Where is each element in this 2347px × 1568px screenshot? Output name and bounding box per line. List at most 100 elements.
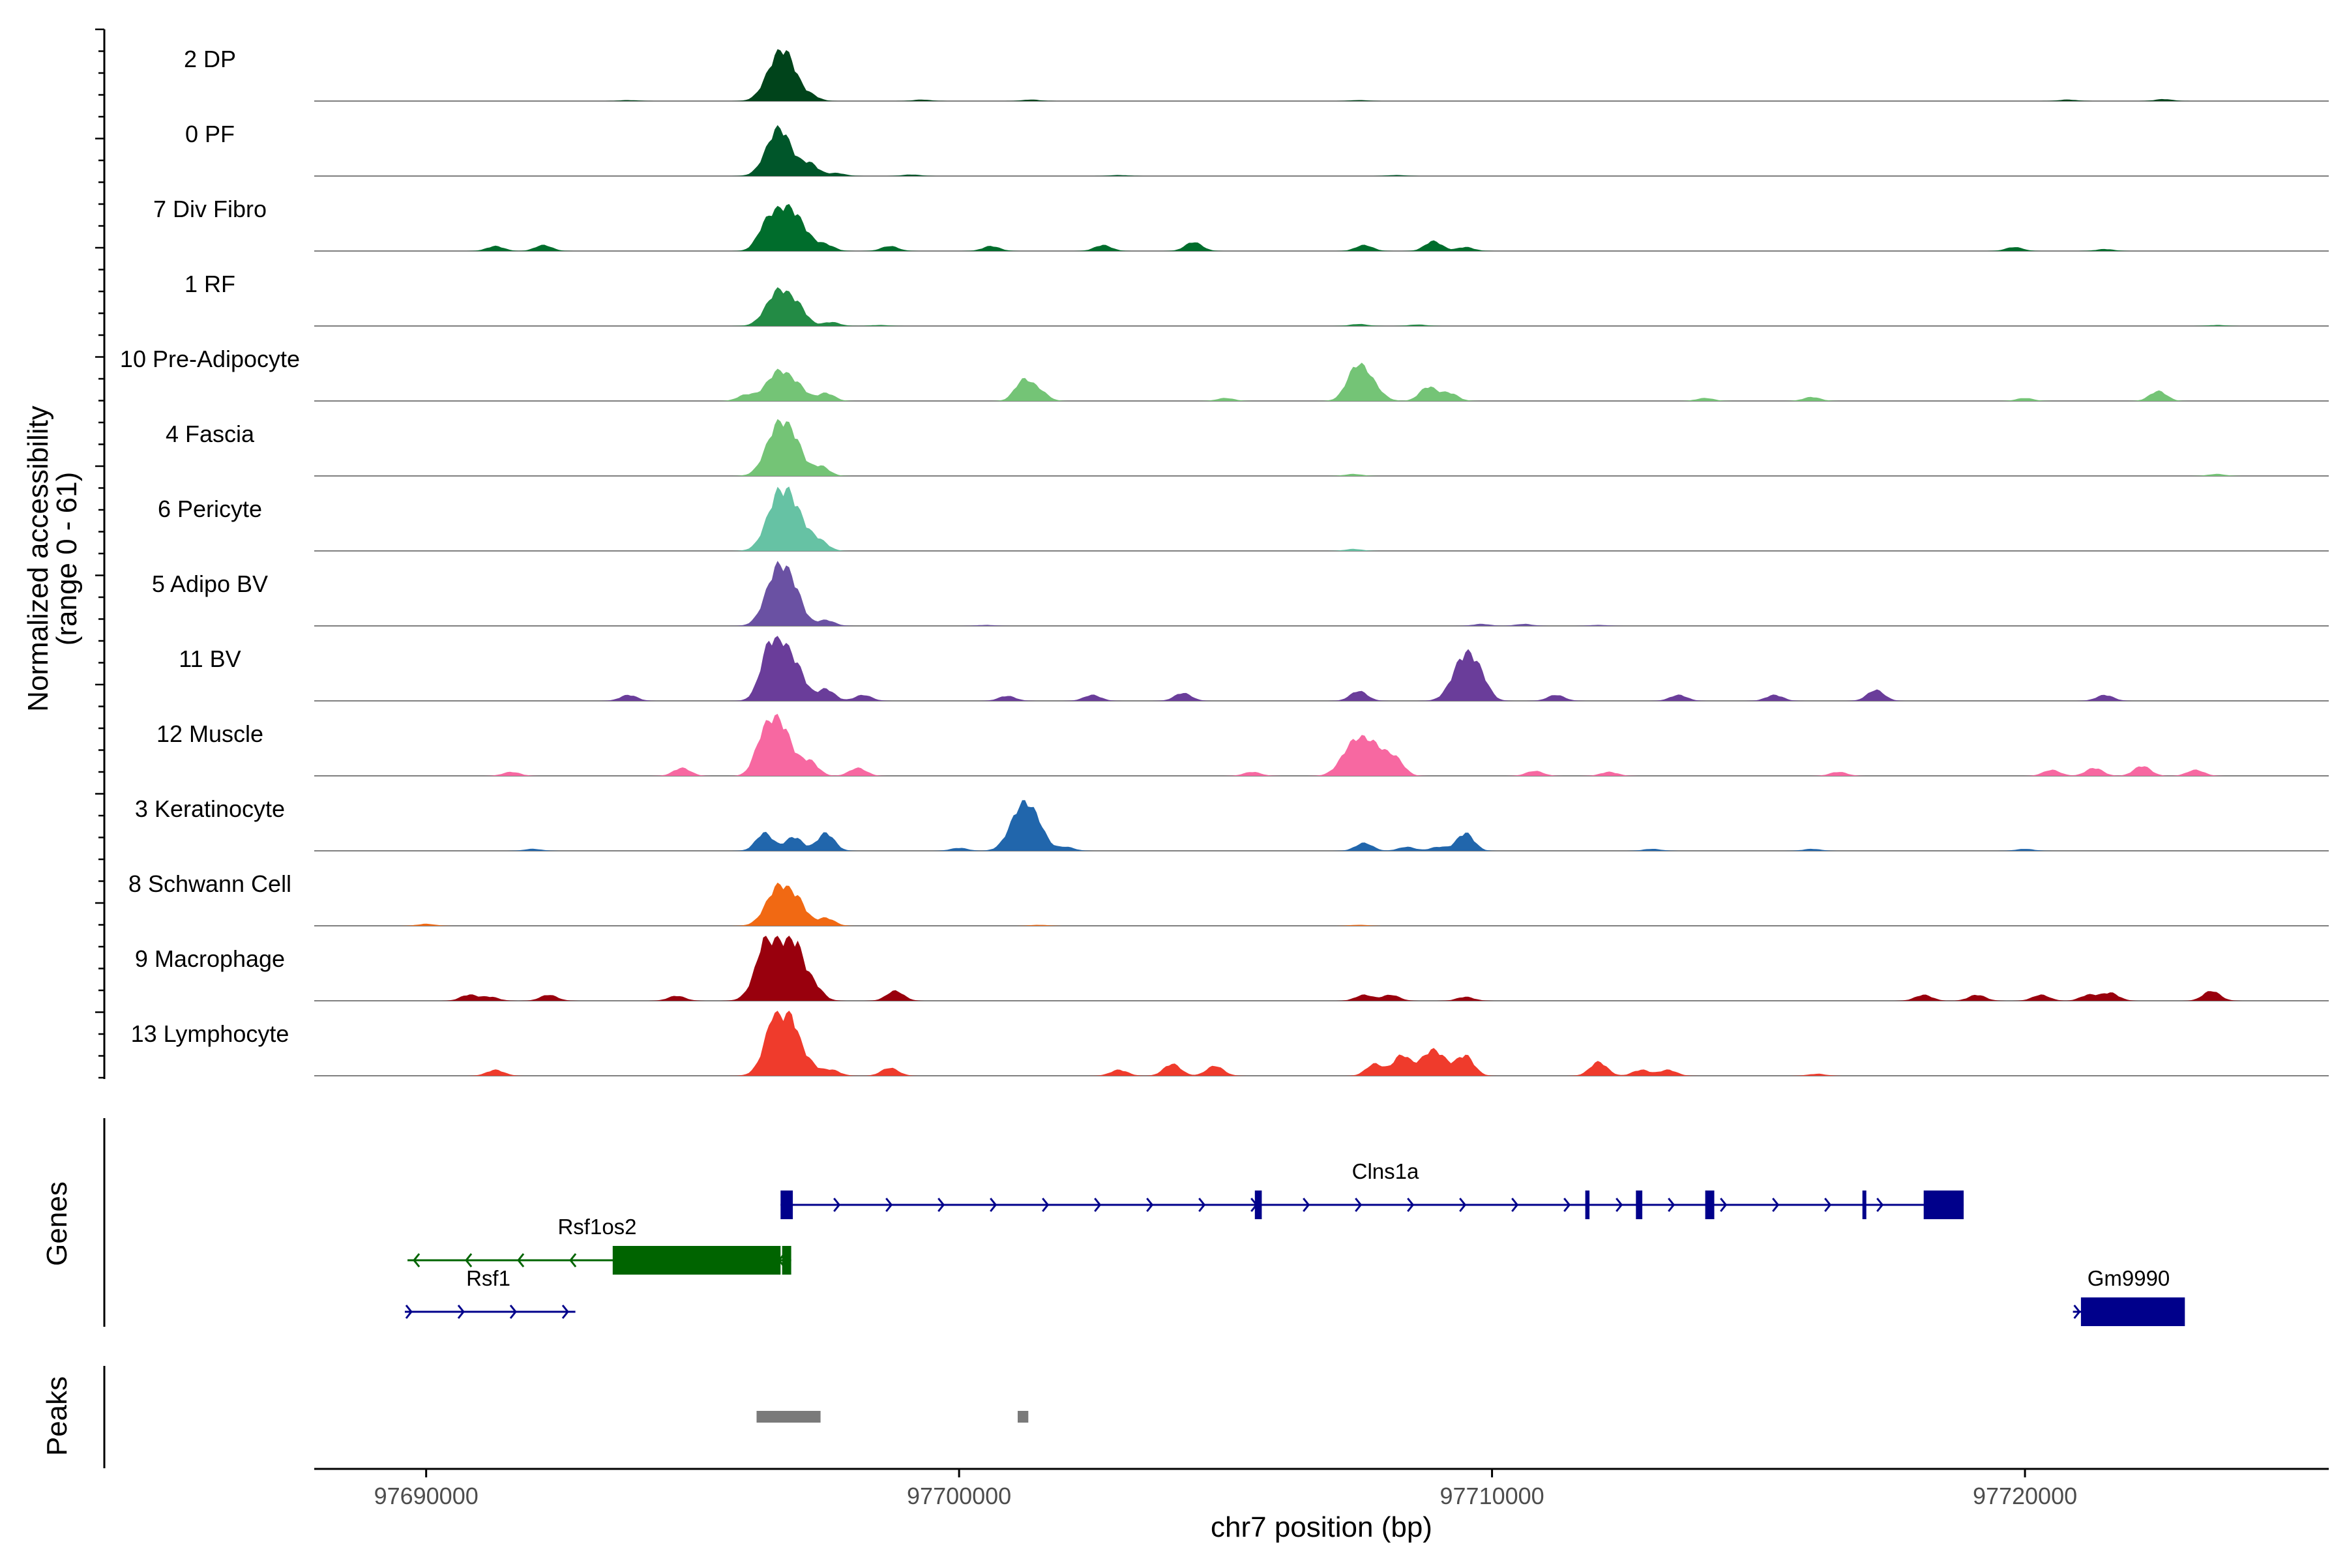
strand-arrow [1668,1198,1675,1212]
coverage-axis-ticks [95,28,104,1079]
track-5-adipo-bv: 5 Adipo BV [152,561,2329,627]
strand-arrow [1198,1198,1206,1212]
strand-arrow [405,1305,413,1319]
track-label-5-adipo-bv: 5 Adipo BV [152,570,268,597]
track-label-6-pericyte: 6 Pericyte [158,496,262,522]
track-3-keratinocyte: 3 Keratinocyte [135,795,2329,851]
x-tick-label: 97710000 [1440,1483,1544,1509]
strand-arrow [2073,1305,2081,1319]
exon-clns1a-4 [1705,1191,1715,1219]
coverage-area-0-pf [314,125,2329,176]
x-tick-label: 97720000 [1973,1483,2077,1509]
coverage-area-12-muscle [314,713,2329,776]
coverage-area-1-rf [314,287,2329,326]
gene-label-clns1a: Clns1a [1352,1159,1419,1183]
strand-arrow [1616,1198,1623,1212]
coverage-area-4-fascia [314,419,2329,476]
track-12-muscle: 12 Muscle [156,713,2329,777]
gene-gm9990: Gm9990 [2073,1266,2185,1326]
x-axis-ticks: 97690000 97700000 97710000 97720000 [374,1469,2077,1509]
strand-arrow [561,1305,569,1319]
coverage-area-9-macrophage [314,936,2329,1001]
strand-arrow [937,1198,945,1212]
track-8-schwann-cell: 8 Schwann Cell [128,870,2329,926]
strand-arrow [1772,1198,1780,1212]
track-label-3-keratinocyte: 3 Keratinocyte [135,795,285,822]
exon-clns1a-5 [1862,1191,1867,1219]
strand-arrow [1042,1198,1050,1212]
track-label-4-fascia: 4 Fascia [166,421,255,447]
coverage-area-8-schwann-cell [314,882,2329,926]
x-axis-title: chr7 position (bp) [1211,1511,1432,1543]
coverage-area-7-div-fibro [314,203,2329,251]
y-axis-title: Normalized accessibility (range 0 - 61) [22,406,83,711]
coverage-area-13-lymphocyte [314,1011,2329,1076]
peak-region-1 [1018,1411,1029,1423]
exon-clns1a-3 [1636,1191,1643,1219]
exon-clns1a-2 [1585,1191,1590,1219]
track-label-9-macrophage: 9 Macrophage [135,945,285,972]
strand-arrow [990,1198,997,1212]
coverage-area-2-dp [314,49,2329,101]
strand-arrow [1459,1198,1467,1212]
peak-regions-track [756,1411,1029,1423]
track-label-7-div-fibro: 7 Div Fibro [153,196,267,222]
coverage-area-5-adipo-bv [314,561,2329,626]
strand-arrow [457,1305,465,1319]
strand-arrow [509,1305,517,1319]
gene-clns1a: Clns1a [780,1159,1964,1219]
gene-label-gm9990: Gm9990 [2088,1266,2170,1290]
exon-rsf1os2-0 [612,1246,781,1275]
strand-arrow [1876,1198,1884,1212]
track-label-13-lymphocyte: 13 Lymphocyte [131,1020,289,1047]
gene-annotation-track: Clns1a Rsf1os2 Rsf1 Gm9990 [404,1159,2185,1326]
track-10-pre-adipocyte: 10 Pre-Adipocyte [120,346,2329,402]
strand-arrow [1563,1198,1571,1212]
coverage-area-6-pericyte [314,486,2329,551]
y-axis-title-line1: Normalized accessibility [22,406,54,711]
strand-arrow [1720,1198,1728,1212]
peaks-panel-label: Peaks [41,1376,73,1456]
track-label-0-pf: 0 PF [185,121,235,147]
track-9-macrophage: 9 Macrophage [135,936,2329,1001]
strand-arrow [569,1253,577,1267]
exon-gm9990-0 [2080,1297,2185,1326]
y-axis-title-line2: (range 0 - 61) [51,472,83,646]
strand-arrow [1094,1198,1102,1212]
track-0-pf: 0 PF [185,121,2329,177]
track-1-rf: 1 RF [185,271,2329,327]
strand-arrow [517,1253,525,1267]
track-2-dp: 2 DP [184,46,2329,102]
peak-region-0 [756,1411,821,1423]
track-label-8-schwann-cell: 8 Schwann Cell [128,870,291,897]
strand-arrow [1511,1198,1519,1212]
gene-label-rsf1: Rsf1 [466,1266,510,1290]
coverage-area-3-keratinocyte [314,800,2329,851]
track-4-fascia: 4 Fascia [166,419,2329,477]
track-11-bv: 11 BV [179,636,2329,702]
track-label-1-rf: 1 RF [185,271,235,297]
gene-rsf1: Rsf1 [404,1266,576,1319]
exon-clns1a-1 [1254,1191,1262,1219]
strand-arrow [1146,1198,1154,1212]
strand-arrow [1824,1198,1832,1212]
coverage-area-10-pre-adipocyte [314,362,2329,401]
track-label-10-pre-adipocyte: 10 Pre-Adipocyte [120,346,300,372]
strand-arrow [1355,1198,1363,1212]
gene-label-rsf1os2: Rsf1os2 [557,1215,636,1239]
exon-clns1a-0 [780,1191,793,1219]
genes-panel-label: Genes [41,1181,73,1266]
strand-arrow [1303,1198,1310,1212]
exon-rsf1os2-1 [782,1246,791,1275]
track-label-11-bv: 11 BV [179,645,241,672]
coverage-tracks: 2 DP 0 PF 7 Div Fibro 1 RF 10 Pre-Adipocyte 4… [120,46,2329,1076]
gene-rsf1os2: Rsf1os2 [407,1215,791,1275]
track-label-2-dp: 2 DP [184,46,236,72]
strand-arrow [465,1253,473,1267]
track-7-div-fibro: 7 Div Fibro [153,196,2329,252]
strand-arrow [833,1198,841,1212]
coverage-area-11-bv [314,636,2329,701]
exon-clns1a-6 [1923,1191,1964,1219]
